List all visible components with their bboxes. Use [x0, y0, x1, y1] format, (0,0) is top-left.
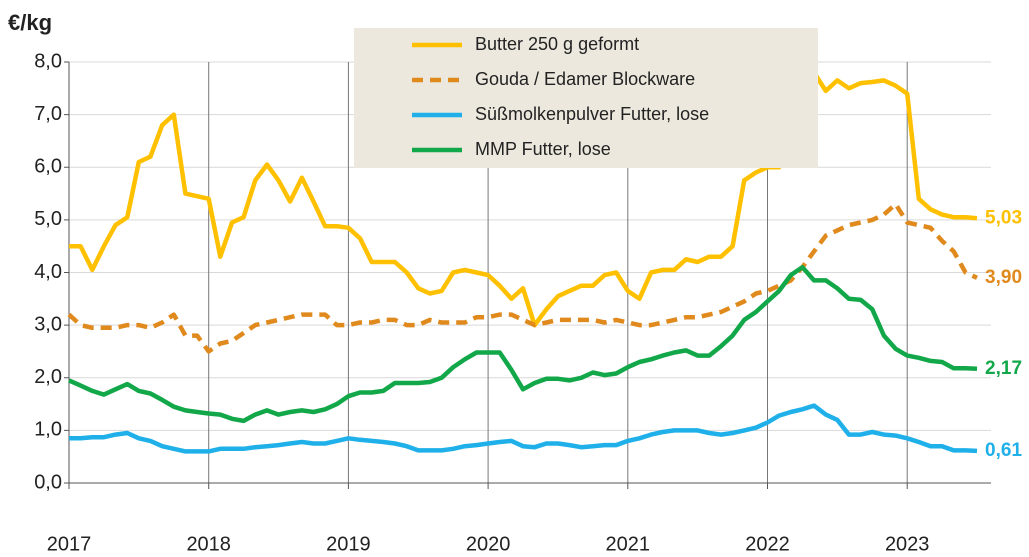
legend-label: Gouda / Edamer Blockware [475, 69, 695, 89]
y-tick-label: 8,0 [34, 50, 62, 72]
x-tick-label: 2017 [47, 533, 92, 555]
y-tick-label: 7,0 [34, 103, 62, 125]
legend-label: MMP Futter, lose [475, 139, 611, 159]
x-tick-label: 2020 [466, 533, 511, 555]
legend-label: Butter 250 g geformt [475, 34, 639, 54]
value-label: 3,90 [985, 267, 1022, 288]
series-line [69, 403, 978, 454]
legend-box [354, 28, 818, 168]
legend-label: Süßmolkenpulver Futter, lose [475, 104, 709, 124]
y-tick-label: 5,0 [34, 208, 62, 230]
value-label: 5,03 [985, 207, 1022, 228]
x-tick-label: 2022 [745, 533, 790, 555]
series-line [67, 201, 978, 354]
value-label: 2,17 [985, 358, 1022, 379]
x-tick-label: 2018 [186, 533, 231, 555]
value-label: 0,61 [985, 440, 1022, 461]
y-tick-label: 0,0 [34, 471, 62, 493]
y-tick-label: 3,0 [34, 313, 62, 335]
series-line [69, 70, 978, 328]
y-tick-label: 4,0 [34, 261, 62, 283]
y-tick-label: 6,0 [34, 156, 62, 178]
series-line [68, 264, 978, 424]
x-tick-label: 2023 [885, 533, 930, 555]
y-tick-label: 1,0 [34, 419, 62, 441]
legend: Butter 250 g geformt Gouda / Edamer Block… [354, 28, 818, 168]
x-tick-label: 2019 [326, 533, 371, 555]
y-tick-label: 2,0 [34, 366, 62, 388]
y-axis-label: €/kg [8, 10, 52, 35]
x-tick-label: 2021 [606, 533, 651, 555]
